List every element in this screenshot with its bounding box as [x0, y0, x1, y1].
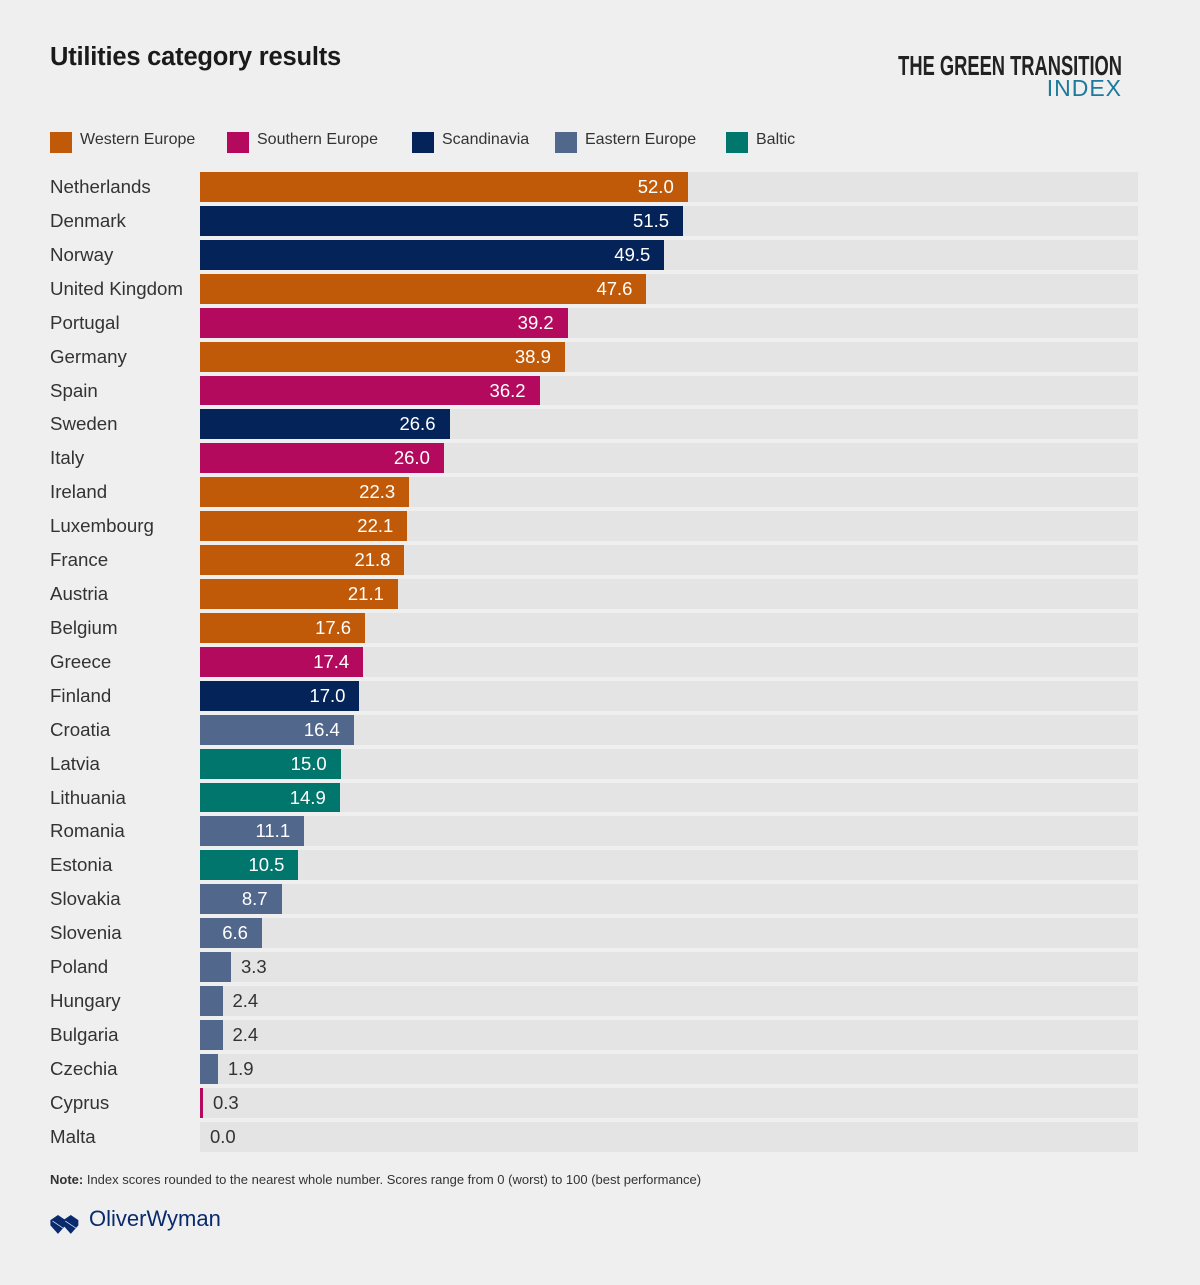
svg-text:OliverWyman: OliverWyman: [89, 1206, 221, 1231]
